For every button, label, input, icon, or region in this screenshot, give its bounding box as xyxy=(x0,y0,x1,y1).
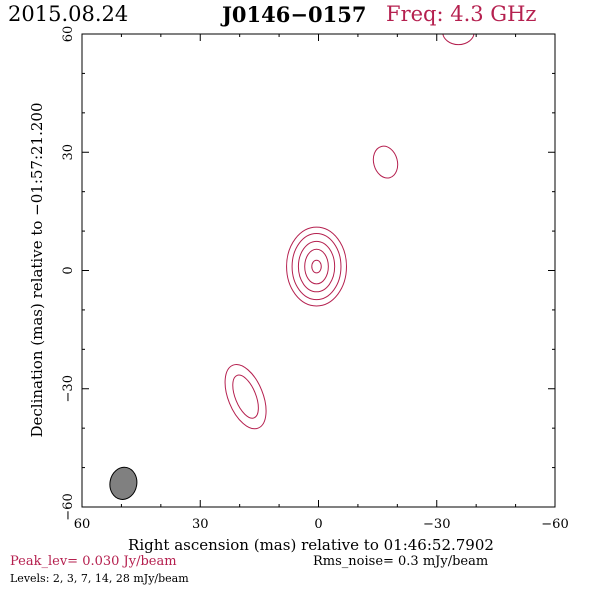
rms-noise: Rms_noise= 0.3 mJy/beam xyxy=(313,554,489,569)
contour-c0-level-2 xyxy=(286,226,347,307)
peak-level: Peak_lev= 0.030 Jy/beam xyxy=(10,554,177,569)
contour-c2-level-2 xyxy=(372,145,399,179)
y-tick-label: 60 xyxy=(61,26,76,43)
tick-layer xyxy=(81,33,556,508)
y-tick-label: 30 xyxy=(61,144,76,161)
beam-ellipse xyxy=(109,466,138,500)
contour-c0-level-3 xyxy=(291,232,342,301)
y-tick-label: −60 xyxy=(61,493,76,520)
frequency-label: Freq: 4.3 GHz xyxy=(386,2,537,26)
observation-date: 2015.08.24 xyxy=(8,2,129,26)
y-tick-label: 0 xyxy=(61,266,76,274)
beam-layer xyxy=(109,466,138,500)
tick-label-layer: 60 30 0 −30 −60 −60 −30 0 30 60 xyxy=(61,26,569,532)
contour-c0-level-7 xyxy=(297,240,336,293)
contour-c1-level-3 xyxy=(232,374,259,419)
y-axis-label: Declination (mas) relative to −01:57:21.… xyxy=(28,102,46,437)
source-name: J0146−0157 xyxy=(222,2,367,27)
x-tick-label: 30 xyxy=(192,517,209,532)
contour-layer xyxy=(224,34,475,430)
x-tick-label: 0 xyxy=(314,517,322,532)
contour-c0-level-14 xyxy=(304,248,329,285)
contour-c0-level-28 xyxy=(311,259,322,274)
x-tick-label: 60 xyxy=(74,517,91,532)
x-axis-label: Right ascension (mas) relative to 01:46:… xyxy=(128,536,494,554)
contour-c3-level-2 xyxy=(442,34,475,46)
plot-frame xyxy=(81,33,556,508)
contour-c1-level-2 xyxy=(224,364,267,430)
x-tick-label: −60 xyxy=(541,517,568,532)
y-tick-label: −30 xyxy=(61,375,76,402)
x-tick-label: −30 xyxy=(423,517,450,532)
contour-levels: Levels: 2, 3, 7, 14, 28 mJy/beam xyxy=(10,572,189,585)
